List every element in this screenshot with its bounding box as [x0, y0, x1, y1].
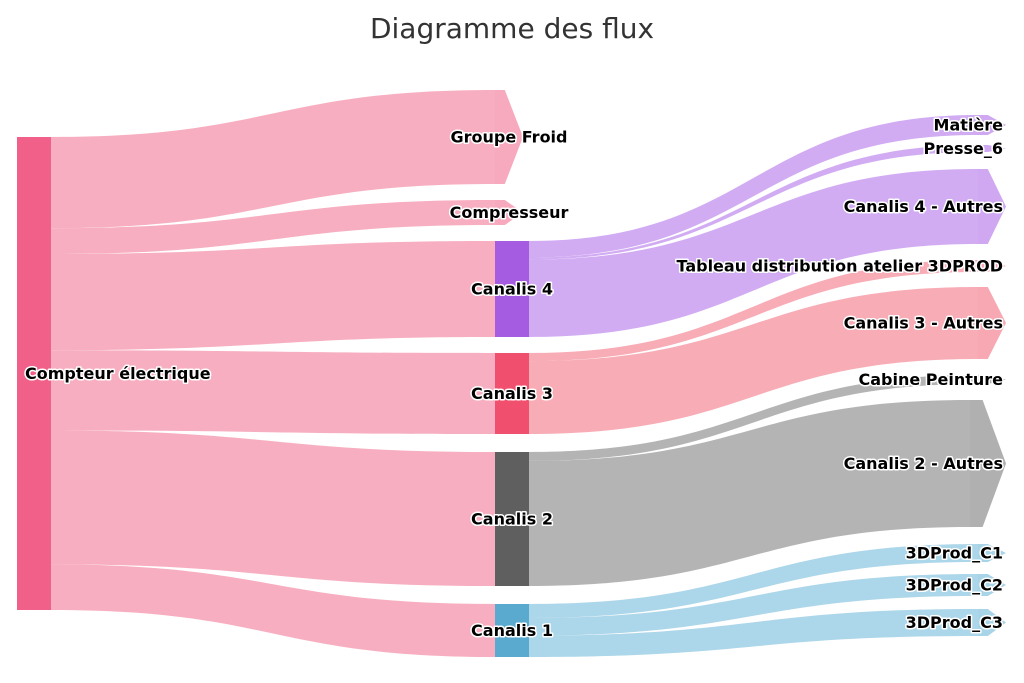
node-canalis3_autres[interactable] — [978, 287, 1006, 359]
node-compteur[interactable] — [17, 137, 51, 610]
node-label-canalis1: Canalis 1 — [471, 621, 553, 640]
flow-canalis1-to-c2[interactable] — [529, 574, 978, 636]
flow-canalis4-to-presse6[interactable] — [529, 145, 978, 260]
node-cabine[interactable] — [978, 375, 1006, 384]
flow-compteur-to-canalis4[interactable] — [51, 241, 495, 351]
node-matiere[interactable] — [978, 115, 1006, 135]
node-canalis2[interactable] — [495, 452, 529, 586]
node-label-canalis2: Canalis 2 — [471, 510, 553, 529]
node-canalis4[interactable] — [495, 241, 529, 337]
node-presse6[interactable] — [978, 145, 1006, 152]
node-label-compresseur: Compresseur — [450, 203, 569, 222]
node-canalis4_autres[interactable] — [978, 169, 1006, 244]
node-label-canalis4_autres: Canalis 4 - Autres — [844, 197, 1003, 216]
node-c1[interactable] — [978, 544, 1006, 562]
node-label-c2: 3DProd_C2 — [906, 576, 1003, 595]
flow-canalis1-to-c3[interactable] — [529, 609, 978, 657]
flow-canalis2-to-cabine[interactable] — [529, 375, 978, 461]
node-label-c1: 3DProd_C1 — [906, 544, 1003, 563]
flow-canalis2-to-canalis2_autres[interactable] — [529, 400, 970, 586]
node-label-compteur: Compteur électrique — [25, 364, 211, 383]
node-canalis1[interactable] — [495, 604, 529, 657]
flow-compteur-to-groupe[interactable] — [51, 90, 495, 229]
node-label-matiere: Matière — [934, 116, 1004, 135]
flow-canalis4-to-canalis4_autres[interactable] — [529, 169, 978, 337]
flow-canalis1-to-c1[interactable] — [529, 544, 978, 618]
node-label-tableau: Tableau distribution atelier 3DPROD — [676, 257, 1003, 276]
node-label-canalis4: Canalis 4 — [471, 280, 553, 299]
node-c3[interactable] — [978, 609, 1006, 636]
sankey-labels: Compteur électrique Groupe Froid Compresse… — [24, 114, 1005, 642]
flow-canalis4-to-matiere[interactable] — [529, 115, 978, 258]
node-compresseur[interactable] — [495, 200, 523, 225]
node-c2[interactable] — [978, 574, 1006, 596]
sankey-links — [51, 90, 978, 657]
flow-compteur-to-canalis1[interactable] — [51, 564, 495, 657]
node-label-cabine: Cabine Peinture — [858, 370, 1003, 389]
chart-title: Diagramme des flux — [369, 12, 655, 45]
node-label-groupe: Groupe Froid — [450, 128, 567, 147]
node-label-canalis2_autres: Canalis 2 - Autres — [844, 454, 1003, 473]
node-label-canalis3_autres: Canalis 3 - Autres — [844, 314, 1003, 333]
node-tableau[interactable] — [978, 260, 1006, 272]
flow-compteur-to-canalis2[interactable] — [51, 430, 495, 586]
node-canalis3[interactable] — [495, 353, 529, 434]
node-canalis2_autres[interactable] — [970, 400, 1006, 527]
sankey-nodes — [17, 90, 1006, 657]
flow-canalis3-to-canalis3_autres[interactable] — [529, 287, 978, 434]
node-groupe[interactable] — [495, 90, 523, 184]
node-label-presse6: Presse_6 — [924, 139, 1004, 158]
flow-canalis3-to-tableau[interactable] — [529, 260, 978, 362]
node-label-canalis3: Canalis 3 — [471, 384, 553, 403]
node-label-c3: 3DProd_C3 — [906, 613, 1003, 632]
flow-compteur-to-canalis3[interactable] — [51, 350, 495, 434]
flow-compteur-to-compresseur[interactable] — [51, 200, 495, 255]
